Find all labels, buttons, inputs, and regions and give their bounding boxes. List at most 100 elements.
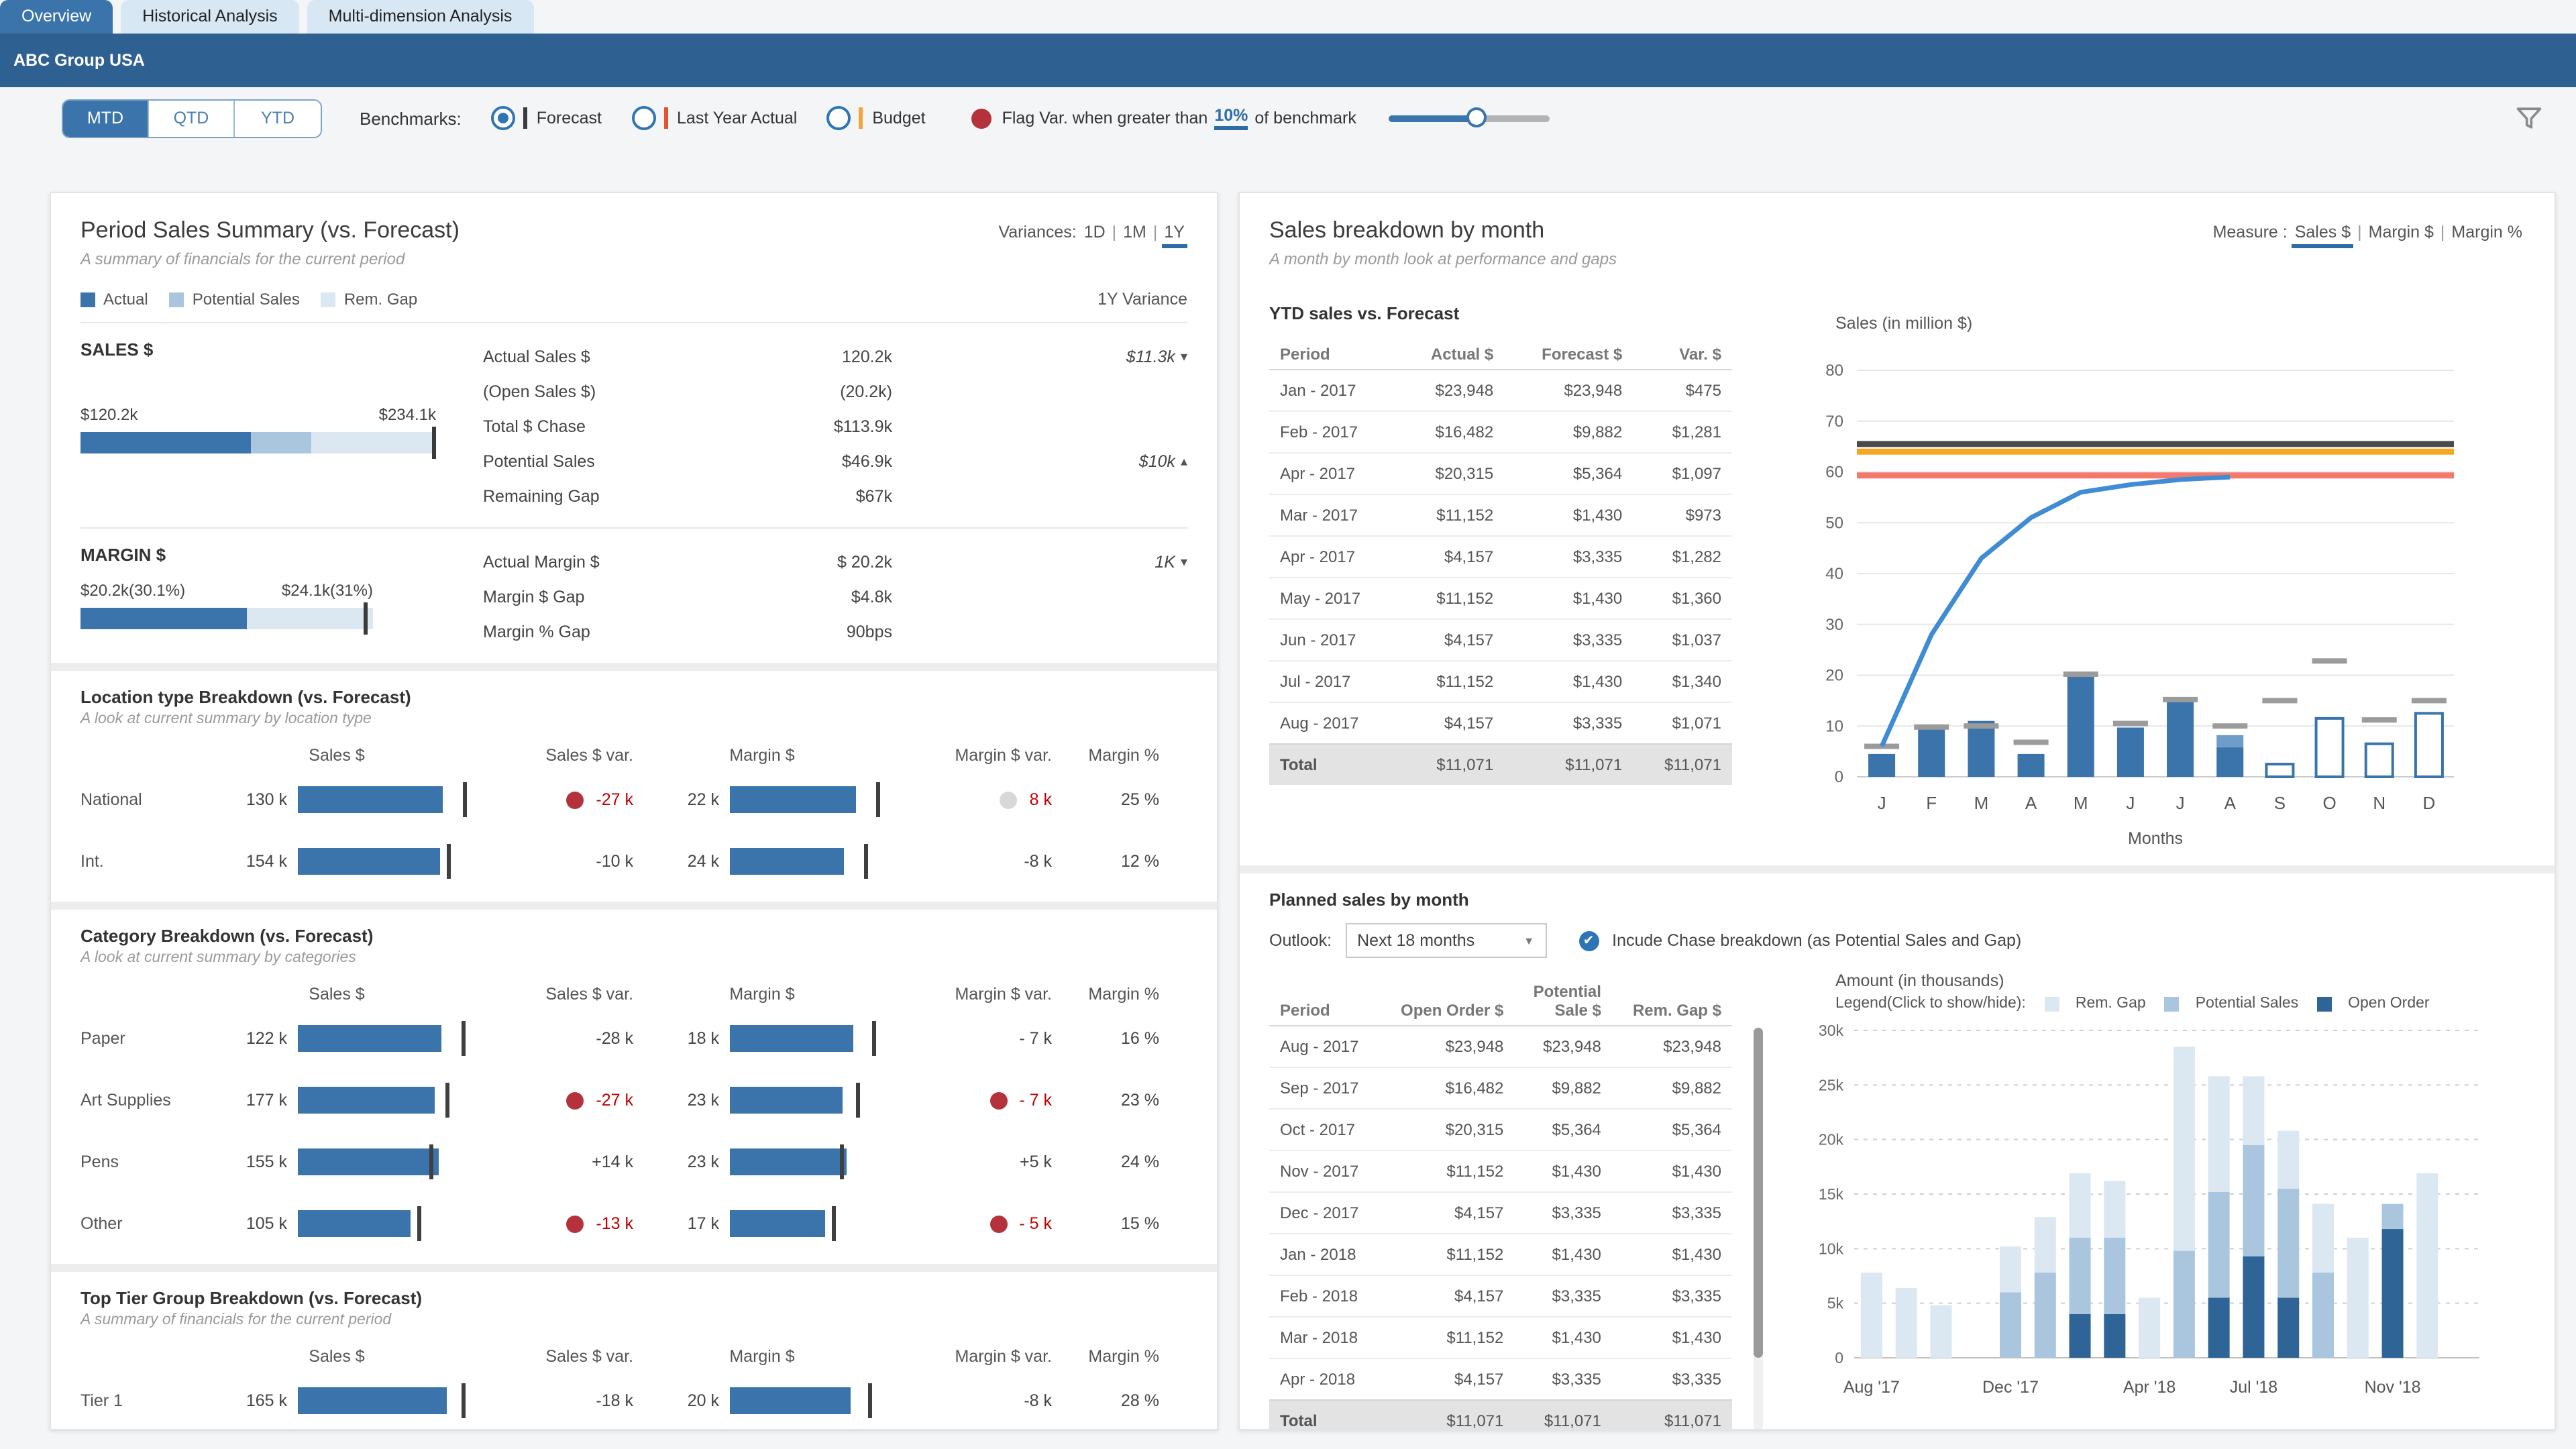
bullet-left-value: $120.2k: [80, 405, 138, 424]
flag-threshold[interactable]: 10%: [1214, 106, 1248, 130]
margin-label: MARGIN $: [80, 545, 483, 565]
table-row: Nov - 2017$11,152$1,430$1,430: [1269, 1150, 1732, 1192]
column-header: Margin %: [1063, 985, 1159, 1004]
legend-open-order[interactable]: Open Order: [2317, 996, 2429, 1012]
flag-threshold-slider[interactable]: [1389, 106, 1550, 130]
value-bar: [298, 786, 467, 813]
table-row: Aug - 2017$4,157$3,335$1,071: [1269, 702, 1732, 744]
variance-column-header: 1Y Variance: [1097, 290, 1187, 309]
svg-text:Dec '17: Dec '17: [1982, 1378, 2039, 1397]
cell-value: 105 k: [207, 1214, 287, 1233]
table-row: Oct - 2017$20,315$5,364$5,364: [1269, 1109, 1732, 1150]
breakdown-row: Pens155 k+14 k23 k+5 k24 %: [80, 1135, 1187, 1189]
legend-rem-gap[interactable]: Rem. Gap: [2045, 996, 2146, 1012]
table-scrollbar[interactable]: ▾: [1754, 1028, 1763, 1430]
filter-icon[interactable]: [2514, 103, 2544, 133]
cell-value: 24 %: [1063, 1152, 1159, 1171]
svg-text:O: O: [2322, 793, 2336, 813]
column-header: Sales $ var.: [478, 1347, 633, 1366]
column-header: Sales $: [207, 1347, 467, 1366]
section-subtitle: A look at current summary by categories: [80, 950, 1187, 966]
variance-cell: -8 k: [891, 1391, 1052, 1410]
variance-1y[interactable]: 1Y: [1161, 223, 1187, 248]
svg-text:J: J: [1878, 793, 1886, 813]
svg-text:S: S: [2274, 793, 2286, 813]
svg-text:D: D: [2423, 793, 2436, 813]
tab-multi-dimension-analysis[interactable]: Multi-dimension Analysis: [307, 0, 534, 34]
breakdown-row: Art Supplies177 k-27 k23 k- 7 k23 %: [80, 1073, 1187, 1127]
column-header: Sales $: [207, 746, 467, 765]
value-bar: [298, 1210, 467, 1237]
card-title: Sales breakdown by month: [1269, 217, 1544, 244]
benchmark-label: Last Year Actual: [677, 109, 797, 127]
svg-text:J: J: [2176, 793, 2185, 813]
column-header: Forecast $: [1504, 339, 1633, 370]
tab-overview[interactable]: Overview: [0, 0, 113, 34]
svg-text:Jul '18: Jul '18: [2230, 1378, 2277, 1397]
toolbar: MTD QTD YTD Benchmarks: Forecast Last Ye…: [0, 87, 2576, 149]
slider-handle[interactable]: [1466, 107, 1487, 127]
include-chase-checkbox[interactable]: ✔: [1578, 930, 1599, 951]
svg-text:Nov '18: Nov '18: [2365, 1378, 2421, 1397]
slider-fill: [1389, 115, 1477, 122]
outlook-dropdown[interactable]: Next 18 months ▼: [1345, 923, 1546, 958]
table-row: Mar - 2017$11,152$1,430$973: [1269, 494, 1732, 536]
legend-potential-sales[interactable]: Potential Sales: [2165, 996, 2298, 1012]
tab-historical-analysis[interactable]: Historical Analysis: [121, 0, 299, 34]
cell-value: Art Supplies: [80, 1091, 196, 1110]
benchmark-forecast-radio[interactable]: Forecast: [491, 106, 602, 130]
rem-gap-swatch: [2045, 996, 2059, 1011]
table-row: Feb - 2017$16,482$9,882$1,281: [1269, 411, 1732, 453]
cell-value: Other: [80, 1214, 196, 1233]
column-header: Actual $: [1398, 339, 1504, 370]
column-header: Sales $ var.: [478, 746, 633, 765]
measure-margin-dollar[interactable]: Margin $: [2366, 223, 2436, 241]
variances-label: Variances:: [998, 223, 1076, 241]
value-bar: [730, 1387, 880, 1414]
period-mtd-button[interactable]: MTD: [63, 100, 149, 136]
breakdown-header: Sales $Sales $ var.Margin $Margin $ var.…: [80, 1347, 1187, 1366]
cell-value: 25 %: [1063, 790, 1159, 809]
card-title: Period Sales Summary (vs. Forecast): [80, 217, 460, 244]
bullet-left-value: $20.2k(30.1%): [80, 581, 185, 600]
svg-text:M: M: [1974, 793, 1989, 813]
scrollbar-thumb[interactable]: [1754, 1028, 1763, 1358]
measure-sales[interactable]: Sales $: [2292, 223, 2353, 248]
column-header: Open Order $: [1379, 977, 1514, 1026]
period-ytd-button[interactable]: YTD: [235, 100, 321, 136]
column-header: Period: [1269, 977, 1379, 1026]
section-title: Location type Breakdown (vs. Forecast): [80, 687, 1187, 707]
breakdown-header: Sales $Sales $ var.Margin $Margin $ var.…: [80, 746, 1187, 765]
svg-text:Months: Months: [2128, 829, 2183, 848]
period-qtd-button[interactable]: QTD: [149, 100, 235, 136]
section-title: Top Tier Group Breakdown (vs. Forecast): [80, 1288, 1187, 1308]
value-bar: [298, 1087, 467, 1114]
variance-up-icon: ▴: [1181, 454, 1187, 469]
potential-sales-swatch: [2165, 996, 2180, 1011]
table-row: Jan - 2018$11,152$1,430$1,430: [1269, 1234, 1732, 1275]
variance-cell: -10 k: [478, 852, 633, 871]
column-header: Margin $ var.: [891, 985, 1052, 1004]
variance-cell: -27 k: [478, 790, 633, 809]
measure-margin-pct[interactable]: Margin %: [2449, 223, 2525, 241]
cell-value: 23 k: [644, 1091, 719, 1110]
column-header: Sales $ var.: [478, 985, 633, 1004]
total-row: Total$11,071$11,071$11,071: [1269, 744, 1732, 785]
variance-selector: Variances: 1D|1M|1Y: [998, 223, 1187, 241]
summary-row: Actual Margin $$ 20.2k 1K▾: [483, 545, 1187, 580]
benchmark-budget-radio[interactable]: Budget: [826, 106, 925, 130]
value-bar: [730, 1025, 880, 1052]
value-bar: [298, 1148, 467, 1175]
section-title: Category Breakdown (vs. Forecast): [80, 926, 1187, 946]
svg-text:F: F: [1926, 793, 1937, 813]
variance-cell: +5 k: [891, 1152, 1052, 1171]
table-row: Feb - 2018$4,157$3,335$3,335: [1269, 1275, 1732, 1317]
variance-1m[interactable]: 1M: [1120, 223, 1149, 241]
summary-row: Margin $ Gap$4.8k: [483, 580, 1187, 614]
benchmark-last-year-radio[interactable]: Last Year Actual: [631, 106, 797, 130]
sales-bullet-chart: [80, 432, 436, 453]
variance-cell: -28 k: [478, 1029, 633, 1048]
chart-title: Amount (in thousands): [1835, 971, 2525, 990]
variance-1d[interactable]: 1D: [1081, 223, 1108, 241]
benchmark-color-swatch: [523, 107, 527, 129]
